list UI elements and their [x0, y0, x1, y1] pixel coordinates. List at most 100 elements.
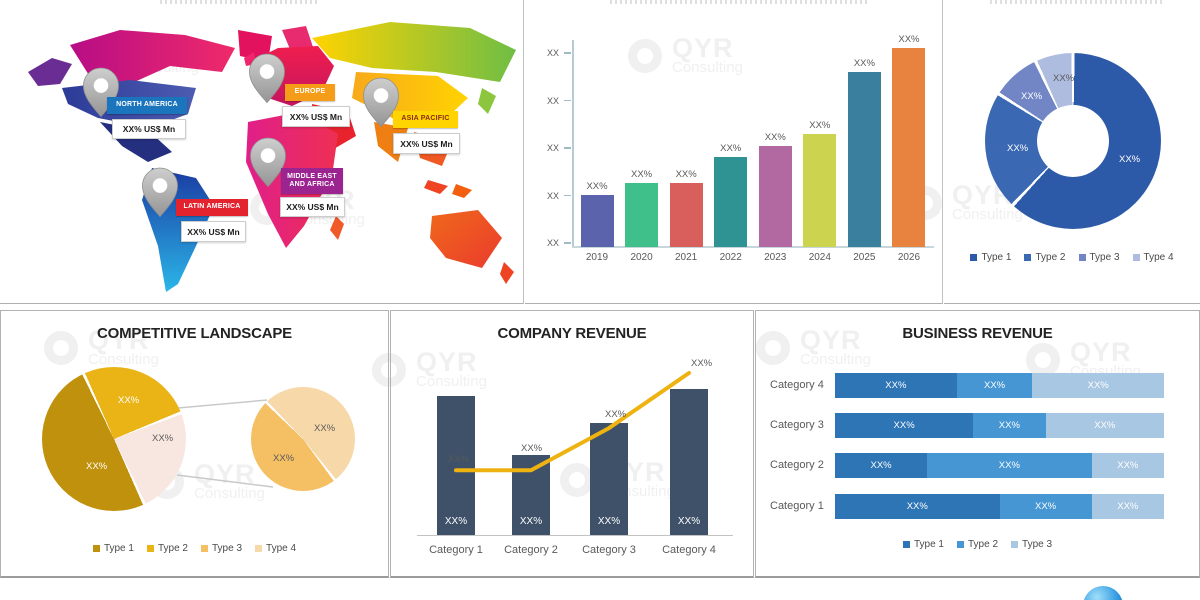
panel-competitive-landscape: COMPETITIVE LANDSCAPE XX% XX% XX% XX% XX… [0, 310, 389, 578]
pie-connector-lines [176, 399, 274, 488]
bar-group-2026: XX% [887, 34, 931, 247]
continent-alaska [28, 58, 72, 86]
region-badge: NORTH AMERICA [107, 97, 187, 114]
map-pin-icon [249, 53, 285, 104]
segment-Type 3: XX% [1045, 413, 1164, 438]
bar-Category 1 [437, 396, 475, 535]
region-badge: ASIA PACIFIC [393, 111, 458, 128]
axis-label-year: 2019 [585, 252, 609, 263]
cropped-panel-title [160, 0, 320, 4]
slice-label: XX% [273, 453, 295, 464]
region-value: XX% US$ Mn [393, 133, 460, 154]
tick-mark [564, 147, 571, 149]
cropped-panel-title [610, 0, 870, 4]
region-value: XX% US$ Mn [112, 119, 186, 139]
axis-label-year: 2020 [630, 252, 653, 263]
segment-Type 2: XX% [927, 453, 1092, 478]
segment-Type 2: XX% [999, 494, 1092, 519]
bar-2024 [803, 133, 837, 247]
panel-title: COMPETITIVE LANDSCAPE [97, 325, 292, 342]
legend-item: Type 2 [956, 539, 998, 550]
stacked-bar-Category 3: XX% XX% XX% [835, 413, 1164, 438]
y-tick-label: XX [546, 95, 559, 106]
tick-mark [564, 52, 571, 54]
y-axis-tick: XX [525, 191, 571, 205]
region-marker-middle-east-africa: MIDDLE EAST AND AFRICA XX% US$ Mn [280, 168, 345, 217]
y-tick-label: XX [546, 190, 559, 201]
axis-label-year: 2025 [853, 252, 876, 263]
legend-item: Type 2 [1024, 252, 1066, 263]
legend-marker [146, 545, 154, 552]
legend-label: Type 3 [1089, 252, 1120, 263]
y-axis-tick: XX [525, 48, 571, 62]
bar-value-label: XX% [720, 143, 742, 155]
bar-group-2021: XX% [664, 169, 708, 247]
legend-label: Type 1 [103, 543, 134, 554]
legend-label: Type 2 [157, 543, 188, 554]
chart-legend: Type 1 Type 2 Type 3 Type 4 [944, 252, 1200, 263]
segment-Type 1: XX% [835, 413, 974, 438]
row-label: Category 1 [770, 500, 824, 512]
legend-item: Type 3 [1078, 252, 1120, 263]
axis-label-year: 2024 [808, 252, 831, 263]
row-label: Category 4 [770, 379, 824, 391]
bar-group-2024: XX% [798, 120, 842, 247]
legend-marker [255, 545, 263, 552]
legend-item: Type 1 [92, 543, 134, 554]
bar-value-label: XX% [809, 119, 831, 131]
legend-label: Type 4 [1143, 252, 1174, 263]
bar-value-label: XX% [597, 516, 621, 527]
y-axis-tick: XX [525, 96, 571, 110]
segment-Type 3: XX% [1091, 494, 1164, 519]
legend-marker [970, 254, 978, 261]
bar-value-label: XX% [677, 516, 701, 527]
y-axis-ticks: XX XX XX XX XX [525, 40, 571, 250]
slice-label: XX% [1053, 73, 1075, 84]
axis-label-category: Category 2 [504, 544, 558, 556]
globe-icon [1083, 586, 1123, 600]
legend-marker [201, 545, 208, 552]
slice-label: XX% [86, 461, 108, 472]
slice-label: XX% [1119, 154, 1141, 165]
panel-market-size-by-year: XX XX XX XX XX XX% XX% XX% XX% XX% XX% XX% XX% 2019… [525, 0, 943, 304]
segment-Type 1: XX% [835, 453, 928, 478]
panel-title: COMPANY REVENUE [497, 325, 647, 342]
legend-label: Type 2 [1035, 252, 1066, 263]
axis-label-category: Category 1 [429, 544, 483, 556]
x-axis-labels: 2019 2020 2021 2022 2023 2024 2025 2026 [575, 252, 931, 263]
indonesia-west [424, 180, 448, 194]
map-pin-icon [363, 77, 399, 128]
bar-value-label: XX% [631, 169, 653, 181]
legend-marker [902, 541, 910, 548]
legend-marker [956, 541, 964, 548]
tick-mark [564, 194, 571, 196]
y-axis-tick: XX [525, 143, 571, 157]
bar-2021 [669, 183, 703, 247]
main-pie-chart: XX% XX% XX% [42, 367, 186, 511]
legend-marker [1132, 254, 1140, 261]
bar-value-label: XX% [675, 169, 697, 181]
panel-regional-market-map: NORTH AMERICA XX% US$ Mn EUROPE XX% US$ … [0, 0, 524, 304]
bar-group-2022: XX% [709, 143, 753, 247]
region-value: XX% US$ Mn [282, 106, 350, 127]
line-value-label: XX% [521, 443, 543, 455]
axis-label-year: 2023 [764, 252, 787, 263]
tick-mark [564, 242, 571, 244]
axis-label-category: Category 4 [662, 544, 716, 556]
donut-chart: XX% XX% XX% XX% [985, 53, 1161, 229]
tick-mark [564, 99, 571, 101]
legend-label: Type 3 [1022, 539, 1053, 550]
y-tick-label: XX [546, 143, 559, 153]
panel-share-by-type: XX% XX% XX% XX% Type 1 Type 2 Type 3 Type 4 [944, 0, 1200, 304]
trend-line [454, 371, 691, 473]
legend-marker [92, 545, 100, 552]
line-value-label: XX% [691, 358, 713, 369]
axis-label-year: 2021 [675, 252, 698, 263]
bar-group-2025: XX% [842, 58, 886, 247]
axis-label-category: Category 3 [582, 544, 636, 556]
combo-chart-plot: XX% XX% XX% XX% XX% XX% XX% XX% [415, 351, 731, 535]
y-axis [572, 40, 574, 248]
slice-label: XX% [314, 423, 336, 434]
bar-value-label: XX% [444, 516, 468, 527]
map-pin-icon [250, 137, 286, 188]
